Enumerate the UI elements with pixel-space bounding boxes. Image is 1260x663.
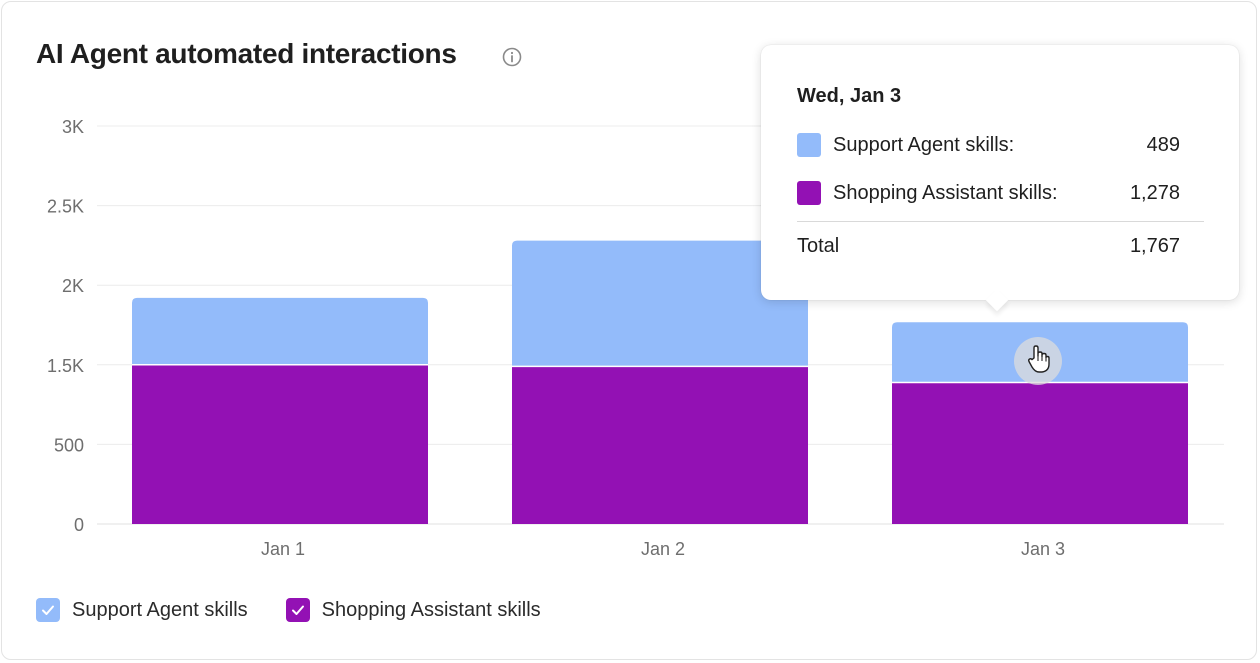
checkmark-icon xyxy=(291,605,304,615)
tooltip-row-support-agent: Support Agent skills: 489 xyxy=(797,133,1180,157)
legend-label: Shopping Assistant skills xyxy=(321,598,541,621)
info-circle-icon[interactable] xyxy=(502,47,522,67)
x-tick-label: Jan 1 xyxy=(261,539,305,559)
chart-title: AI Agent automated interactions xyxy=(36,38,457,69)
y-tick-label: 500 xyxy=(54,435,84,455)
checkmark-icon xyxy=(42,605,54,615)
bar-segment[interactable] xyxy=(132,297,428,365)
bar-segment[interactable] xyxy=(132,364,428,524)
legend-item-support-agent[interactable]: Support Agent skills xyxy=(36,598,248,622)
y-tick-label: 2.5K xyxy=(47,197,84,217)
tooltip-label: Support Agent skills: xyxy=(833,133,1015,156)
y-tick-label: 2K xyxy=(62,276,84,296)
tooltip-value: 1,278 xyxy=(1129,181,1180,204)
legend-checkbox-shopping-assistant[interactable] xyxy=(285,598,310,622)
y-tick-label: 0 xyxy=(74,515,84,535)
legend-checkbox-support-agent[interactable] xyxy=(36,598,60,622)
tooltip-label: Shopping Assistant skills: xyxy=(833,181,1058,204)
bar-segment[interactable] xyxy=(512,366,808,524)
tooltip-total-value: 1,767 xyxy=(1129,235,1180,257)
tooltip-date: Wed, Jan 3 xyxy=(797,85,902,107)
tooltip-row-total: Total 1,767 xyxy=(797,235,1180,258)
chart-legend: Support Agent skills Shopping Assistant … xyxy=(36,598,579,622)
bar-segment[interactable] xyxy=(512,240,808,367)
legend-item-shopping-assistant[interactable]: Shopping Assistant skills xyxy=(285,598,541,622)
tooltip-swatch-shopping-assistant xyxy=(797,181,821,205)
y-tick-label: 1.5K xyxy=(47,356,84,376)
legend-label: Support Agent skills xyxy=(72,598,248,621)
chart-bars xyxy=(132,240,1188,524)
bar-segment[interactable] xyxy=(892,382,1188,524)
tooltip-divider xyxy=(797,221,1204,222)
chart-tooltip: Wed, Jan 3 Support Agent skills: 489 Sho… xyxy=(761,45,1239,312)
tooltip-value: 489 xyxy=(1146,133,1180,156)
x-axis-labels: Jan 1 Jan 2 Jan 3 xyxy=(261,539,1065,559)
y-axis-labels: 0 500 1.5K 2K 2.5K 3K xyxy=(47,117,84,535)
tooltip-swatch-support-agent xyxy=(797,133,821,157)
y-tick-label: 3K xyxy=(62,117,84,137)
tooltip-total-label: Total xyxy=(797,235,840,257)
x-tick-label: Jan 3 xyxy=(1021,539,1065,559)
hand-pointer-icon xyxy=(1028,345,1050,373)
tooltip-row-shopping-assistant: Shopping Assistant skills: 1,278 xyxy=(797,181,1180,205)
x-tick-label: Jan 2 xyxy=(641,539,685,559)
